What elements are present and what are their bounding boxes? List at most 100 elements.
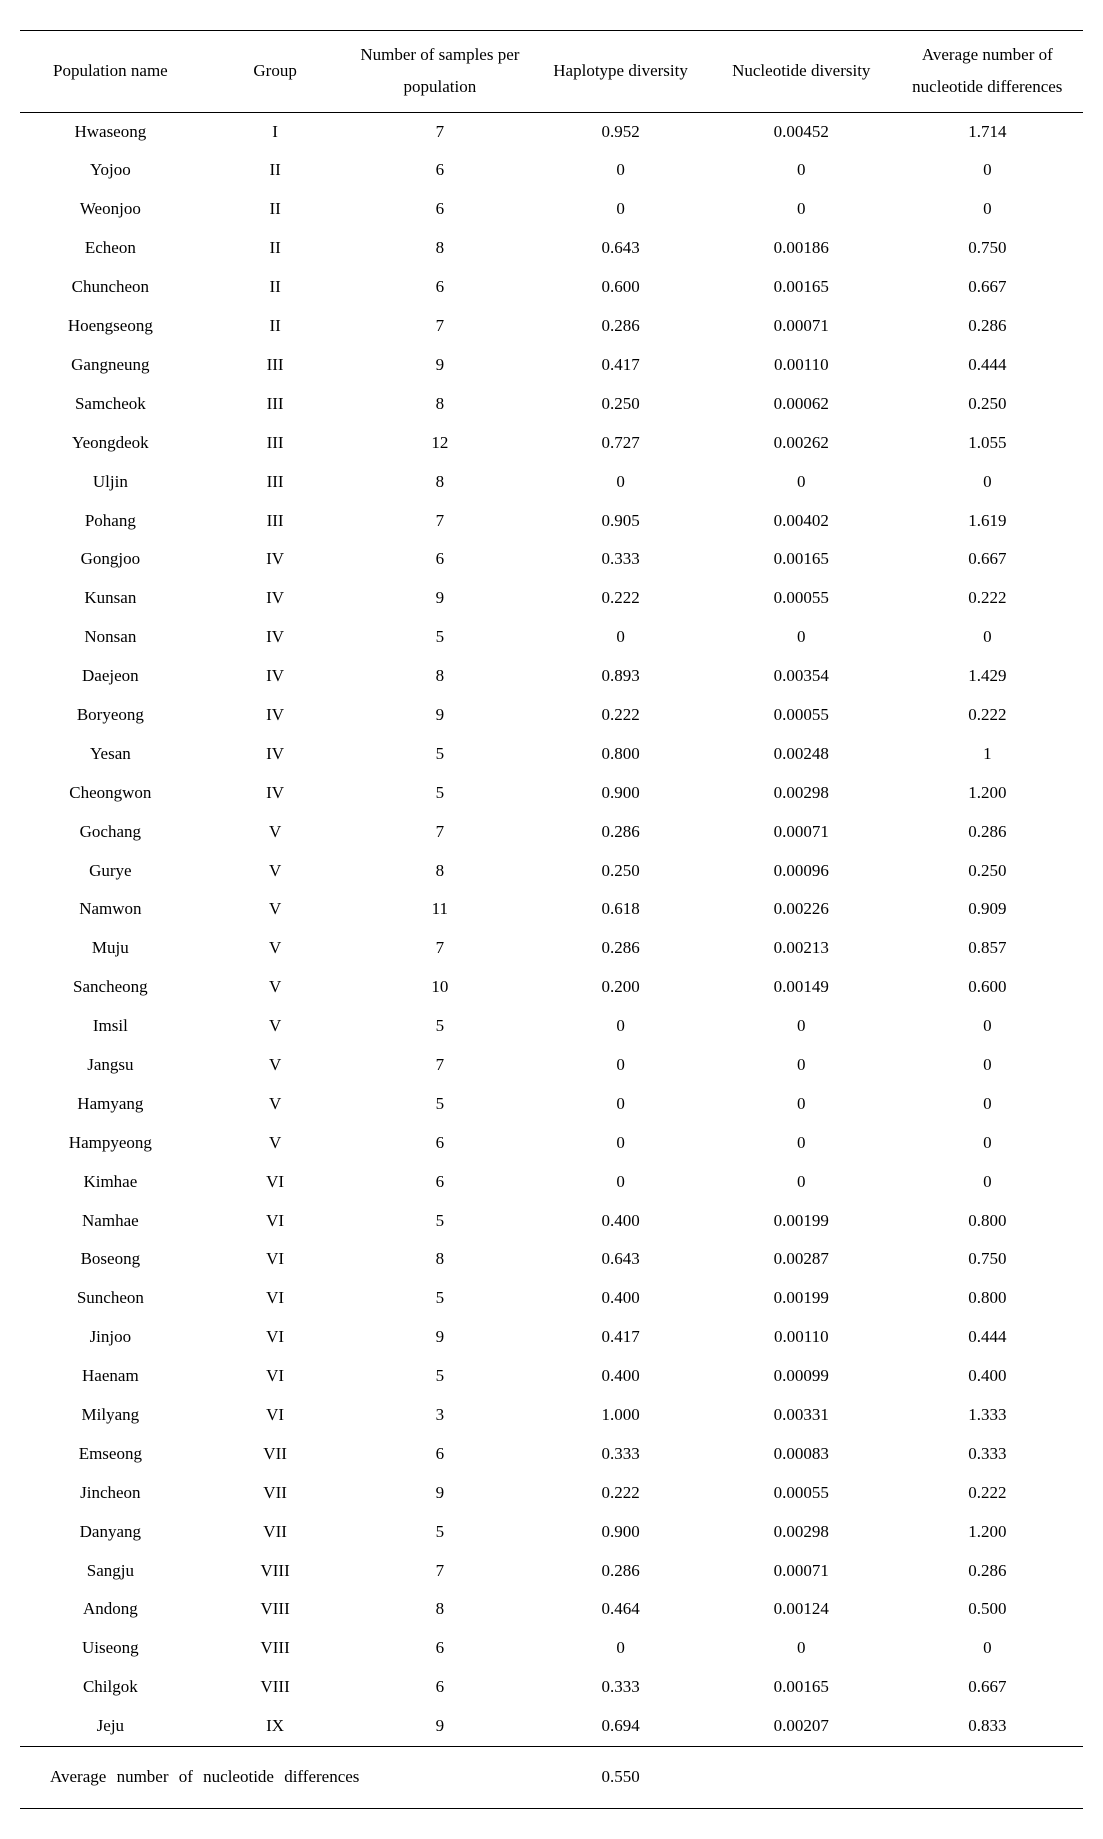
- cell-samples: 8: [350, 1240, 531, 1279]
- cell-samples: 6: [350, 1163, 531, 1202]
- cell-nucleotide: 0.00083: [711, 1435, 892, 1474]
- table-row: DanyangVII50.9000.002981.200: [20, 1513, 1083, 1552]
- table-row: GongjooIV60.3330.001650.667: [20, 540, 1083, 579]
- cell-nucleotide: 0.00298: [711, 774, 892, 813]
- cell-samples: 5: [350, 735, 531, 774]
- cell-population: Uljin: [20, 463, 201, 502]
- cell-group: III: [201, 346, 350, 385]
- cell-group: I: [201, 112, 350, 151]
- cell-population: Gurye: [20, 852, 201, 891]
- cell-avgdiff: 1.055: [892, 424, 1083, 463]
- table-row: SancheongV100.2000.001490.600: [20, 968, 1083, 1007]
- cell-population: Samcheok: [20, 385, 201, 424]
- cell-population: Kimhae: [20, 1163, 201, 1202]
- cell-samples: 6: [350, 190, 531, 229]
- cell-group: VIII: [201, 1668, 350, 1707]
- cell-nucleotide: 0.00071: [711, 307, 892, 346]
- cell-haplotype: 0: [530, 1629, 711, 1668]
- cell-nucleotide: 0: [711, 463, 892, 502]
- cell-avgdiff: 0: [892, 463, 1083, 502]
- cell-haplotype: 0.952: [530, 112, 711, 151]
- table-row: ChuncheonII60.6000.001650.667: [20, 268, 1083, 307]
- cell-nucleotide: 0.00055: [711, 1474, 892, 1513]
- table-row: YojooII6000: [20, 151, 1083, 190]
- cell-group: VI: [201, 1396, 350, 1435]
- table-row: ImsilV5000: [20, 1007, 1083, 1046]
- cell-samples: 8: [350, 852, 531, 891]
- cell-avgdiff: 0.750: [892, 229, 1083, 268]
- cell-group: IV: [201, 657, 350, 696]
- cell-samples: 6: [350, 151, 531, 190]
- population-diversity-table: Population nameGroupNumber of samples pe…: [20, 30, 1083, 1809]
- cell-nucleotide: 0.00248: [711, 735, 892, 774]
- cell-population: Imsil: [20, 1007, 201, 1046]
- cell-haplotype: 0.200: [530, 968, 711, 1007]
- table-row: SamcheokIII80.2500.000620.250: [20, 385, 1083, 424]
- table-row: MilyangVI31.0000.003311.333: [20, 1396, 1083, 1435]
- cell-group: VI: [201, 1202, 350, 1241]
- cell-samples: 5: [350, 1202, 531, 1241]
- cell-haplotype: 0: [530, 1007, 711, 1046]
- cell-haplotype: 0.222: [530, 696, 711, 735]
- cell-group: VI: [201, 1163, 350, 1202]
- table-row: ChilgokVIII60.3330.001650.667: [20, 1668, 1083, 1707]
- cell-group: VII: [201, 1513, 350, 1552]
- cell-avgdiff: 0: [892, 1124, 1083, 1163]
- table-row: KunsanIV90.2220.000550.222: [20, 579, 1083, 618]
- cell-avgdiff: 0.286: [892, 1552, 1083, 1591]
- cell-haplotype: 0.250: [530, 385, 711, 424]
- cell-haplotype: 0.222: [530, 1474, 711, 1513]
- cell-population: Gangneung: [20, 346, 201, 385]
- table-body: HwaseongI70.9520.004521.714YojooII6000We…: [20, 112, 1083, 1746]
- cell-haplotype: 0.464: [530, 1590, 711, 1629]
- cell-population: Gochang: [20, 813, 201, 852]
- cell-group: V: [201, 813, 350, 852]
- cell-nucleotide: 0.00055: [711, 696, 892, 735]
- cell-nucleotide: 0: [711, 1163, 892, 1202]
- cell-population: Suncheon: [20, 1279, 201, 1318]
- cell-nucleotide: 0.00071: [711, 1552, 892, 1591]
- cell-population: Chuncheon: [20, 268, 201, 307]
- cell-population: Gongjoo: [20, 540, 201, 579]
- cell-samples: 5: [350, 1279, 531, 1318]
- cell-population: Sangju: [20, 1552, 201, 1591]
- cell-samples: 8: [350, 385, 531, 424]
- cell-group: V: [201, 1085, 350, 1124]
- table-row: JejuIX90.6940.002070.833: [20, 1707, 1083, 1746]
- cell-group: IV: [201, 735, 350, 774]
- cell-haplotype: 0: [530, 463, 711, 502]
- cell-avgdiff: 0.444: [892, 1318, 1083, 1357]
- cell-group: V: [201, 1007, 350, 1046]
- cell-samples: 5: [350, 1007, 531, 1046]
- cell-nucleotide: 0.00186: [711, 229, 892, 268]
- cell-avgdiff: 0.222: [892, 579, 1083, 618]
- cell-nucleotide: 0.00262: [711, 424, 892, 463]
- cell-haplotype: 0.893: [530, 657, 711, 696]
- table-row: CheongwonIV50.9000.002981.200: [20, 774, 1083, 813]
- cell-avgdiff: 0: [892, 1085, 1083, 1124]
- cell-population: Andong: [20, 1590, 201, 1629]
- table-row: GochangV70.2860.000710.286: [20, 813, 1083, 852]
- table-row: MujuV70.2860.002130.857: [20, 929, 1083, 968]
- cell-avgdiff: 0.667: [892, 268, 1083, 307]
- cell-avgdiff: 0.222: [892, 696, 1083, 735]
- cell-nucleotide: 0.00199: [711, 1202, 892, 1241]
- cell-nucleotide: 0.00226: [711, 890, 892, 929]
- cell-nucleotide: 0.00099: [711, 1357, 892, 1396]
- cell-samples: 6: [350, 540, 531, 579]
- table-header: Population nameGroupNumber of samples pe…: [20, 31, 1083, 113]
- table-row: BoryeongIV90.2220.000550.222: [20, 696, 1083, 735]
- table-row: JincheonVII90.2220.000550.222: [20, 1474, 1083, 1513]
- cell-population: Nonsan: [20, 618, 201, 657]
- cell-nucleotide: 0.00110: [711, 1318, 892, 1357]
- cell-population: Jangsu: [20, 1046, 201, 1085]
- cell-haplotype: 0.400: [530, 1279, 711, 1318]
- cell-group: VI: [201, 1240, 350, 1279]
- cell-nucleotide: 0.00452: [711, 112, 892, 151]
- cell-avgdiff: 0: [892, 151, 1083, 190]
- cell-samples: 8: [350, 657, 531, 696]
- cell-samples: 6: [350, 1124, 531, 1163]
- cell-samples: 9: [350, 1474, 531, 1513]
- footer-label: Average number of nucleotide differences: [20, 1747, 530, 1809]
- col-header-group: Group: [201, 31, 350, 113]
